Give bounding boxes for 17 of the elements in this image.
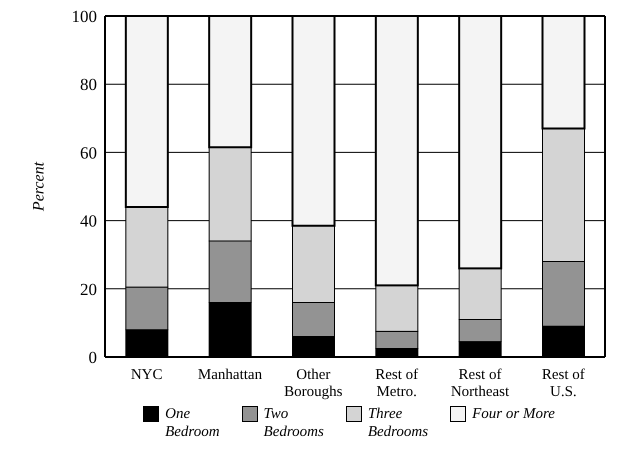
x-tick-label: Other Boroughs (284, 367, 343, 400)
y-tick-label: 20 (80, 280, 97, 299)
y-tick-label: 0 (88, 348, 97, 368)
legend-label: Two Bedrooms (264, 405, 324, 441)
x-tick-label: NYC (130, 367, 163, 383)
x-tick-label: Rest of Metro. (375, 367, 418, 400)
legend-label: Four or More (472, 405, 555, 423)
y-tick-label: 40 (80, 212, 97, 231)
x-tick-label: Manhattan (198, 367, 263, 383)
y-tick-label: 80 (80, 75, 97, 94)
y-axis-title: Percent (30, 161, 48, 212)
x-tick-label: Rest of U.S. (542, 367, 585, 400)
y-tick-label: 60 (80, 143, 97, 162)
legend-label: One Bedroom (165, 405, 220, 441)
x-tick-label: Rest of Northeast (450, 367, 510, 400)
legend-label: Three Bedrooms (368, 405, 428, 441)
y-tick-label: 100 (72, 7, 97, 26)
